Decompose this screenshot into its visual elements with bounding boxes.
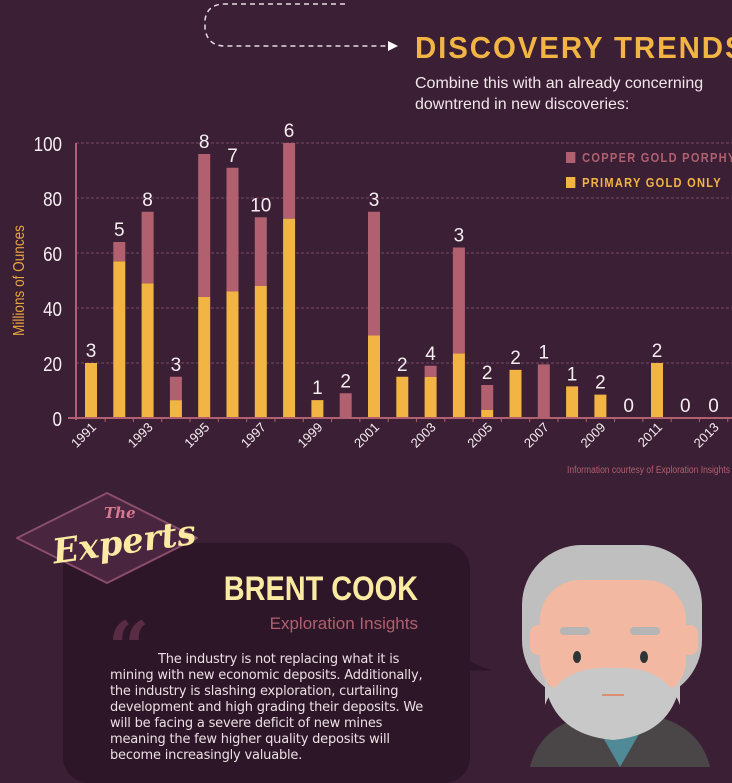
y-axis-label: Millions of Ounces bbox=[11, 225, 28, 336]
chart-credit: Information courtesy of Exploration Insi… bbox=[567, 465, 731, 476]
dashed-arrow-connector bbox=[204, 3, 398, 51]
x-tick-label: 2009 bbox=[577, 420, 608, 451]
bar-2008-gold bbox=[566, 386, 579, 418]
bar-1993-copper bbox=[141, 211, 154, 284]
expert-avatar bbox=[522, 545, 710, 767]
bar-1991-gold bbox=[85, 363, 97, 418]
x-tick-label: 2001 bbox=[351, 420, 382, 451]
x-tick-label: 2013 bbox=[691, 420, 722, 451]
experts-badge: The Experts bbox=[16, 492, 199, 584]
x-tick-label: 2011 bbox=[635, 420, 665, 450]
legend-swatch-gold bbox=[566, 177, 576, 188]
bar-1994-gold bbox=[169, 400, 182, 418]
quote-box bbox=[63, 543, 470, 783]
bar-1993-gold bbox=[141, 283, 154, 418]
bar-1996-gold bbox=[226, 291, 239, 418]
data-label: 7 bbox=[227, 146, 238, 167]
y-tick-label: 40 bbox=[43, 298, 62, 321]
bar-1995-copper bbox=[198, 154, 211, 297]
data-label: 3 bbox=[86, 341, 97, 362]
legend-swatch-copper bbox=[566, 152, 576, 163]
x-tick-label: 2007 bbox=[521, 420, 552, 451]
y-tick-label: 20 bbox=[43, 353, 62, 376]
bar-2002-gold bbox=[396, 376, 409, 418]
y-tick-label: 100 bbox=[34, 133, 62, 156]
data-label: 3 bbox=[171, 355, 182, 376]
section-title: DISCOVERY TRENDS bbox=[415, 30, 732, 65]
data-label: 1 bbox=[539, 342, 550, 363]
bar-1994-copper bbox=[169, 376, 182, 401]
legend-label-gold: PRIMARY GOLD ONLY bbox=[582, 175, 722, 190]
data-label: 2 bbox=[482, 363, 493, 384]
bar-2005-gold bbox=[481, 409, 494, 418]
bar-2011-gold bbox=[651, 363, 663, 418]
data-label: 3 bbox=[454, 226, 465, 247]
legend-item-gold: PRIMARY GOLD ONLY bbox=[566, 175, 722, 190]
data-label: 2 bbox=[397, 355, 408, 376]
x-tick-label: 1995 bbox=[181, 420, 212, 451]
section-subtitle: Combine this with an already concerning … bbox=[415, 75, 704, 113]
bar-2004-gold bbox=[452, 353, 465, 418]
data-label: 0 bbox=[680, 396, 691, 417]
legend-item-copper: COPPER GOLD PORPHYRY bbox=[566, 150, 732, 165]
y-tick-label: 60 bbox=[43, 243, 62, 266]
bar-1992-copper bbox=[113, 242, 126, 262]
expert-quote: The industry is not replacing what it is… bbox=[110, 652, 424, 763]
bar-2001-gold bbox=[368, 335, 380, 418]
bar-1998-gold bbox=[283, 218, 296, 418]
bar-2003-copper bbox=[424, 365, 437, 377]
badge-the: The bbox=[104, 504, 136, 522]
open-quote-icon: “ bbox=[108, 605, 150, 690]
x-tick-label: 2003 bbox=[408, 420, 439, 451]
data-label: 10 bbox=[250, 195, 271, 216]
bar-2003-gold bbox=[424, 376, 437, 418]
expert-organization: Exploration Insights bbox=[269, 614, 418, 633]
bar-2005-copper bbox=[481, 385, 494, 410]
x-tick-label: 2005 bbox=[464, 420, 495, 451]
bar-2007-copper bbox=[537, 364, 550, 418]
bar-1999-gold bbox=[311, 400, 324, 418]
data-label: 0 bbox=[623, 396, 634, 417]
data-label: 6 bbox=[284, 121, 295, 142]
bar-1992-gold bbox=[113, 261, 126, 418]
bar-2000-copper bbox=[339, 393, 352, 418]
bar-2001-copper bbox=[368, 211, 380, 336]
data-label: 8 bbox=[142, 190, 153, 211]
y-tick-label: 0 bbox=[53, 408, 62, 431]
y-tick-label: 80 bbox=[43, 188, 62, 211]
data-label: 4 bbox=[425, 344, 436, 365]
data-label: 1 bbox=[312, 378, 323, 399]
bar-2006-gold bbox=[509, 369, 522, 418]
data-label: 2 bbox=[595, 373, 606, 394]
data-label: 1 bbox=[567, 364, 578, 385]
x-tick-label: 1991 bbox=[68, 420, 99, 451]
x-tick-label: 1993 bbox=[125, 420, 156, 451]
data-label: 2 bbox=[652, 341, 663, 362]
data-label: 2 bbox=[510, 348, 521, 369]
data-label: 2 bbox=[340, 371, 351, 392]
data-label: 8 bbox=[199, 132, 210, 153]
bar-1998-copper bbox=[283, 143, 296, 219]
bar-2004-copper bbox=[452, 247, 465, 354]
x-tick-label: 1997 bbox=[238, 420, 269, 451]
x-tick-label: 1999 bbox=[294, 420, 325, 451]
bar-1997-gold bbox=[254, 286, 267, 418]
legend-label-copper: COPPER GOLD PORPHYRY bbox=[582, 150, 732, 165]
bar-1996-copper bbox=[226, 167, 239, 292]
data-label: 3 bbox=[369, 190, 380, 211]
speech-bubble-tail bbox=[440, 610, 492, 671]
bar-1995-gold bbox=[198, 297, 211, 418]
bar-1997-copper bbox=[254, 217, 267, 286]
data-label: 0 bbox=[708, 396, 719, 417]
data-label: 5 bbox=[114, 220, 125, 241]
expert-name: BRENT COOK bbox=[223, 570, 418, 608]
bar-2009-gold bbox=[594, 394, 607, 418]
